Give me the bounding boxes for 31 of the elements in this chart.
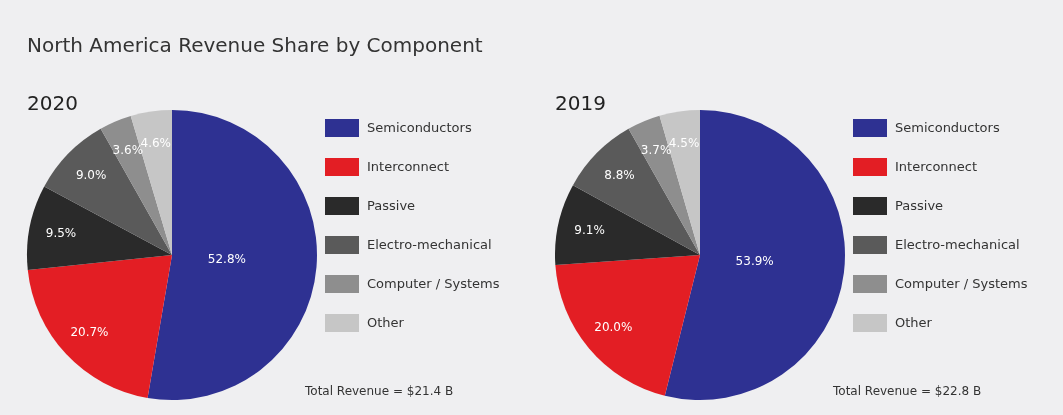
data-label: 9.5%: [45, 225, 77, 240]
pie-slice: [27, 186, 172, 270]
legend-label: Computer / Systems: [367, 275, 500, 291]
pie-slice: [555, 255, 700, 396]
chart-title: North America Revenue Share by Component: [27, 33, 483, 57]
data-label: 20.0%: [594, 320, 633, 335]
legend-label: Passive: [367, 197, 416, 213]
legend-label: Electro-mechanical: [367, 236, 492, 252]
legend-label: Electro-mechanical: [895, 236, 1020, 252]
chart-subtitle: 2019: [555, 91, 606, 115]
pie-slice: [27, 255, 172, 398]
legend-label: Other: [895, 314, 933, 330]
legend-label: Semiconductors: [367, 119, 472, 135]
legend-label: Passive: [895, 197, 944, 213]
legend-label: Other: [367, 314, 405, 330]
data-label: 8.8%: [604, 168, 635, 183]
chart-subtitle: 2020: [27, 91, 78, 115]
legend-label: Interconnect: [367, 158, 450, 174]
data-label: 9.1%: [574, 223, 605, 238]
pie-slice: [572, 128, 700, 255]
text: Total Revenue = $21.4 B: [304, 384, 454, 398]
data-label: 9.0%: [75, 168, 107, 183]
data-label: 53.9%: [735, 254, 774, 269]
legend-label: Computer / Systems: [895, 275, 1028, 291]
legend-label: Semiconductors: [895, 119, 1000, 135]
legend-label: Interconnect: [895, 158, 978, 174]
data-label: 52.8%: [207, 252, 246, 267]
pie-slice: [44, 128, 172, 255]
data-label: 20.7%: [70, 324, 109, 339]
pie-slice: [555, 185, 700, 266]
text: Total Revenue = $22.8 B: [832, 384, 982, 398]
